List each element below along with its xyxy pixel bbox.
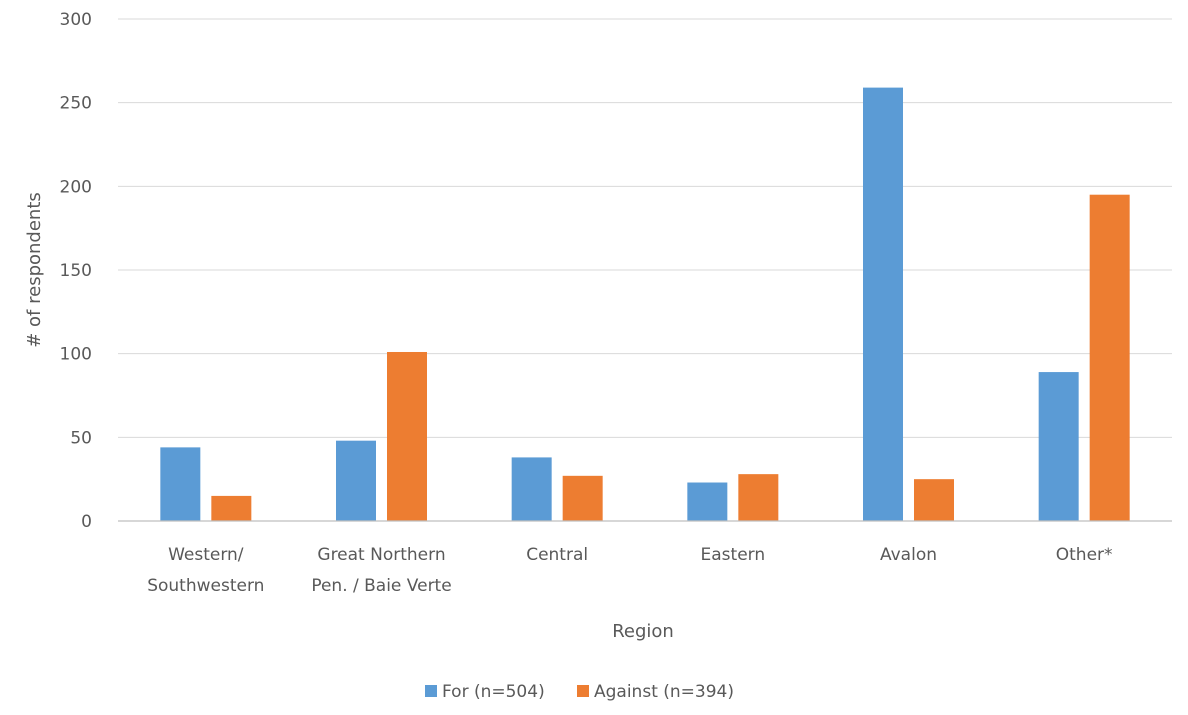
bar-for xyxy=(511,457,552,521)
x-axis-ticks: Western/Southwestern Great Northern Pen. /… xyxy=(147,545,1112,596)
y-tick-label: 150 xyxy=(60,261,92,281)
legend-swatch-against xyxy=(577,685,589,697)
bar-against xyxy=(211,495,252,521)
bar-against xyxy=(914,479,954,521)
x-tick-label: Other* xyxy=(1056,545,1113,565)
y-tick-label: 0 xyxy=(81,512,92,532)
bar-for xyxy=(1038,372,1079,521)
x-axis-title: Region xyxy=(612,621,674,642)
legend-label-against: Against (n=394) xyxy=(594,682,734,702)
x-tick-label: Great Northern Pen. / Baie Verte xyxy=(311,545,451,596)
x-tick-label: Western/Southwestern xyxy=(147,545,264,596)
x-tick-label: Eastern xyxy=(701,545,766,565)
bar-against xyxy=(387,351,427,521)
bar-for xyxy=(336,440,376,521)
y-axis-ticks: 0 50 100 150 200 250 300 xyxy=(60,10,92,532)
bar-against xyxy=(562,475,603,521)
y-tick-label: 300 xyxy=(60,10,92,30)
x-tick-label: Central xyxy=(526,545,588,565)
y-tick-label: 100 xyxy=(60,345,92,365)
bar-against xyxy=(1089,194,1130,521)
y-tick-label: 250 xyxy=(60,94,92,114)
x-tick-label: Avalon xyxy=(880,545,937,565)
y-tick-label: 50 xyxy=(70,428,92,448)
bar-against xyxy=(738,474,779,521)
legend-swatch-for xyxy=(425,685,437,697)
bar-for xyxy=(863,87,903,522)
bar-for xyxy=(687,482,728,521)
legend-label-for: For (n=504) xyxy=(442,682,545,702)
bar-for xyxy=(160,447,201,521)
y-tick-label: 200 xyxy=(60,177,92,197)
bars xyxy=(160,87,1130,522)
gridlines xyxy=(118,18,1172,438)
legend: For (n=504) Against (n=394) xyxy=(425,682,734,702)
y-axis-title: # of respondents xyxy=(24,192,45,348)
